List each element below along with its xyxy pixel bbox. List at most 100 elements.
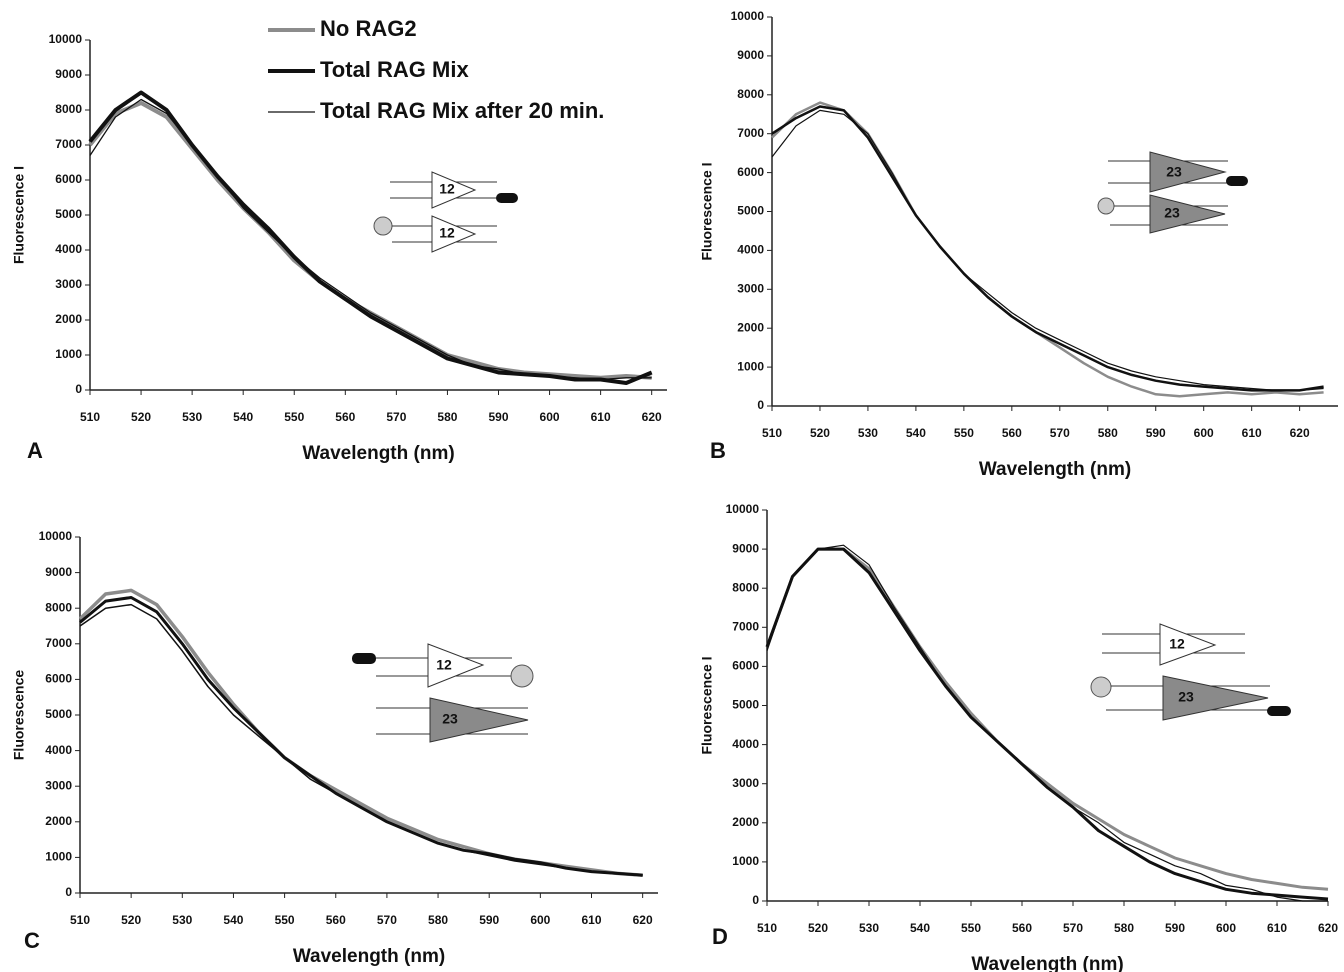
y-tick-label: 0	[65, 885, 72, 899]
y-tick-label: 0	[752, 893, 759, 907]
y-tick-label: 10000	[726, 502, 760, 516]
panel-label: D	[712, 924, 728, 949]
x-tick-label: 530	[182, 410, 202, 424]
y-tick-label: 5000	[732, 698, 759, 712]
x-axis-label: Wavelength (nm)	[971, 954, 1123, 972]
x-tick-label: 600	[530, 913, 550, 927]
y-tick-label: 2000	[732, 815, 759, 829]
x-tick-label: 510	[762, 426, 782, 440]
series-line	[766, 544, 1328, 902]
y-tick-label: 1000	[732, 854, 759, 868]
x-tick-label: 520	[808, 921, 828, 935]
panel-label: A	[27, 438, 43, 463]
y-tick-label: 2000	[45, 814, 72, 828]
segment-label: 12	[439, 181, 455, 197]
x-tick-label: 540	[906, 426, 926, 440]
y-tick-label: 9000	[45, 565, 72, 579]
x-tick-label: 570	[377, 913, 397, 927]
y-tick-label: 3000	[55, 277, 82, 291]
y-tick-label: 1000	[45, 850, 72, 864]
x-tick-label: 560	[1012, 921, 1032, 935]
x-tick-label: 590	[1165, 921, 1185, 935]
segment-label: 23	[1164, 205, 1180, 221]
y-tick-label: 1000	[737, 359, 764, 373]
legend-entry: No RAG2	[320, 16, 417, 41]
y-tick-label: 7000	[732, 619, 759, 633]
y-tick-label: 2000	[55, 312, 82, 326]
series-line	[771, 109, 1324, 391]
series-line	[79, 603, 643, 876]
diagram-c: 12 23	[352, 643, 534, 743]
y-tick-label: 8000	[45, 600, 72, 614]
x-tick-label: 520	[810, 426, 830, 440]
y-tick-label: 9000	[732, 541, 759, 555]
x-tick-label: 610	[1267, 921, 1287, 935]
x-tick-label: 580	[437, 410, 457, 424]
y-tick-label: 4000	[732, 737, 759, 751]
series-line	[88, 90, 653, 385]
y-tick-label: 3000	[732, 776, 759, 790]
y-tick-label: 5000	[45, 707, 72, 721]
y-tick-label: 7000	[45, 636, 72, 650]
y-tick-label: 6000	[55, 172, 82, 186]
x-tick-label: 570	[1063, 921, 1083, 935]
panel-label: B	[710, 438, 726, 463]
series-line	[79, 596, 643, 877]
diagram-a: 12 12	[373, 171, 518, 253]
x-tick-label: 580	[428, 913, 448, 927]
x-tick-label: 590	[479, 913, 499, 927]
series-line	[78, 588, 643, 877]
y-tick-label: 4000	[737, 243, 764, 257]
y-axis-label: Fluorescence I	[11, 166, 27, 264]
segment-label: 12	[436, 657, 452, 673]
x-tick-label: 600	[540, 410, 560, 424]
x-tick-label: 550	[284, 410, 304, 424]
x-tick-label: 530	[172, 913, 192, 927]
x-tick-label: 530	[859, 921, 879, 935]
y-tick-label: 3000	[737, 281, 764, 295]
y-tick-label: 8000	[737, 87, 764, 101]
y-tick-label: 8000	[55, 102, 82, 116]
y-tick-label: 3000	[45, 778, 72, 792]
x-tick-label: 560	[1002, 426, 1022, 440]
x-tick-label: 620	[1318, 921, 1338, 935]
legend-entry: Total RAG Mix	[320, 57, 469, 82]
segment-label: 23	[1178, 689, 1194, 705]
y-tick-label: 9000	[55, 67, 82, 81]
y-tick-label: 5000	[55, 207, 82, 221]
x-axis-label: Wavelength (nm)	[293, 946, 445, 967]
y-tick-label: 6000	[737, 165, 764, 179]
x-tick-label: 610	[1242, 426, 1262, 440]
x-tick-label: 560	[335, 410, 355, 424]
y-tick-label: 6000	[732, 659, 759, 673]
x-tick-label: 550	[954, 426, 974, 440]
x-tick-label: 620	[642, 410, 662, 424]
x-tick-label: 510	[70, 913, 90, 927]
y-tick-label: 0	[757, 398, 764, 412]
x-tick-label: 610	[581, 913, 601, 927]
panel-label: C	[24, 928, 40, 953]
x-tick-label: 540	[233, 410, 253, 424]
segment-label: 23	[1166, 164, 1182, 180]
series-line	[771, 101, 1324, 398]
x-tick-label: 610	[591, 410, 611, 424]
x-tick-label: 580	[1114, 921, 1134, 935]
x-axis-label: Wavelength (nm)	[979, 459, 1131, 480]
x-tick-label: 550	[275, 913, 295, 927]
x-tick-label: 620	[633, 913, 653, 927]
y-tick-label: 0	[75, 382, 82, 396]
legend-entry: Total RAG Mix after 20 min.	[320, 98, 604, 123]
x-tick-label: 590	[1146, 426, 1166, 440]
y-tick-label: 8000	[732, 580, 759, 594]
series-line	[771, 105, 1324, 392]
y-tick-label: 5000	[737, 204, 764, 218]
y-tick-label: 10000	[39, 529, 73, 543]
x-tick-label: 550	[961, 921, 981, 935]
diagram-b: 23 23	[1097, 151, 1248, 234]
x-tick-label: 510	[757, 921, 777, 935]
x-tick-label: 570	[1050, 426, 1070, 440]
x-tick-label: 570	[386, 410, 406, 424]
x-tick-label: 620	[1290, 426, 1310, 440]
y-tick-label: 4000	[55, 242, 82, 256]
